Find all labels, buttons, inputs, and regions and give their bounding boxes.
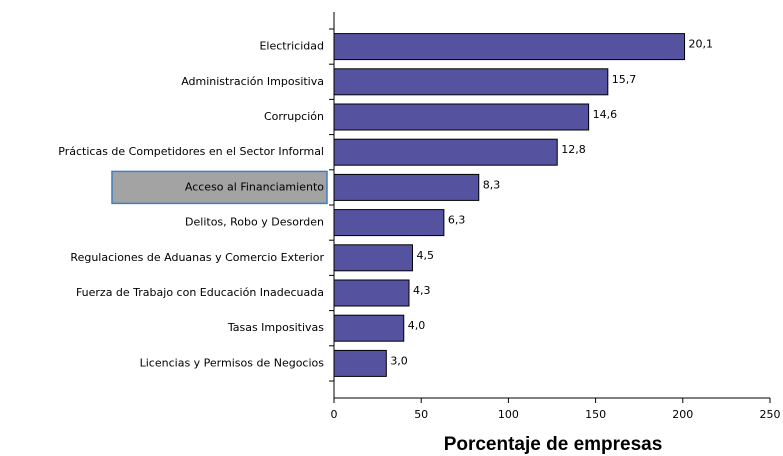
x-axis-title: Porcentaje de empresas	[444, 434, 663, 455]
category-label: Administración Impositiva	[181, 75, 324, 88]
value-label: 20,1	[689, 38, 714, 51]
value-label: 14,6	[593, 108, 618, 121]
highlight-box[interactable]	[111, 170, 328, 205]
bar	[333, 279, 410, 307]
value-label: 3,0	[390, 354, 408, 367]
x-tick-label: 50	[414, 408, 428, 421]
category-label: Corrupción	[264, 110, 324, 123]
value-label: 4,0	[408, 319, 426, 332]
category-label: Delitos, Robo y Desorden	[185, 216, 324, 229]
x-tick-label: 150	[585, 408, 606, 421]
category-label: Tasas Impositivas	[227, 321, 324, 334]
bar	[333, 209, 445, 237]
x-tick-label: 250	[760, 408, 781, 421]
bar	[333, 33, 686, 61]
value-label: 12,8	[561, 143, 586, 156]
bar	[333, 68, 609, 96]
bar	[333, 244, 413, 272]
category-label: Electricidad	[259, 40, 324, 53]
bar	[333, 173, 480, 201]
bar	[333, 138, 558, 166]
value-label: 8,3	[483, 178, 501, 191]
value-label: 15,7	[612, 73, 637, 86]
x-tick-label: 200	[672, 408, 693, 421]
x-tick-label: 0	[331, 408, 338, 421]
x-tick-label: 100	[498, 408, 519, 421]
value-label: 6,3	[448, 214, 466, 227]
bar	[333, 103, 590, 131]
category-label: Acceso al Financiamiento	[185, 180, 324, 193]
category-label: Licencias y Permisos de Negocios	[140, 356, 325, 369]
category-label: Fuerza de Trabajo con Educación Inadecua…	[76, 286, 324, 299]
bar	[333, 314, 405, 342]
value-label: 4,5	[416, 249, 434, 262]
category-label: Prácticas de Competidores en el Sector I…	[58, 145, 324, 158]
bar	[333, 349, 387, 377]
category-label: Regulaciones de Aduanas y Comercio Exter…	[70, 251, 324, 264]
value-label: 4,3	[413, 284, 431, 297]
